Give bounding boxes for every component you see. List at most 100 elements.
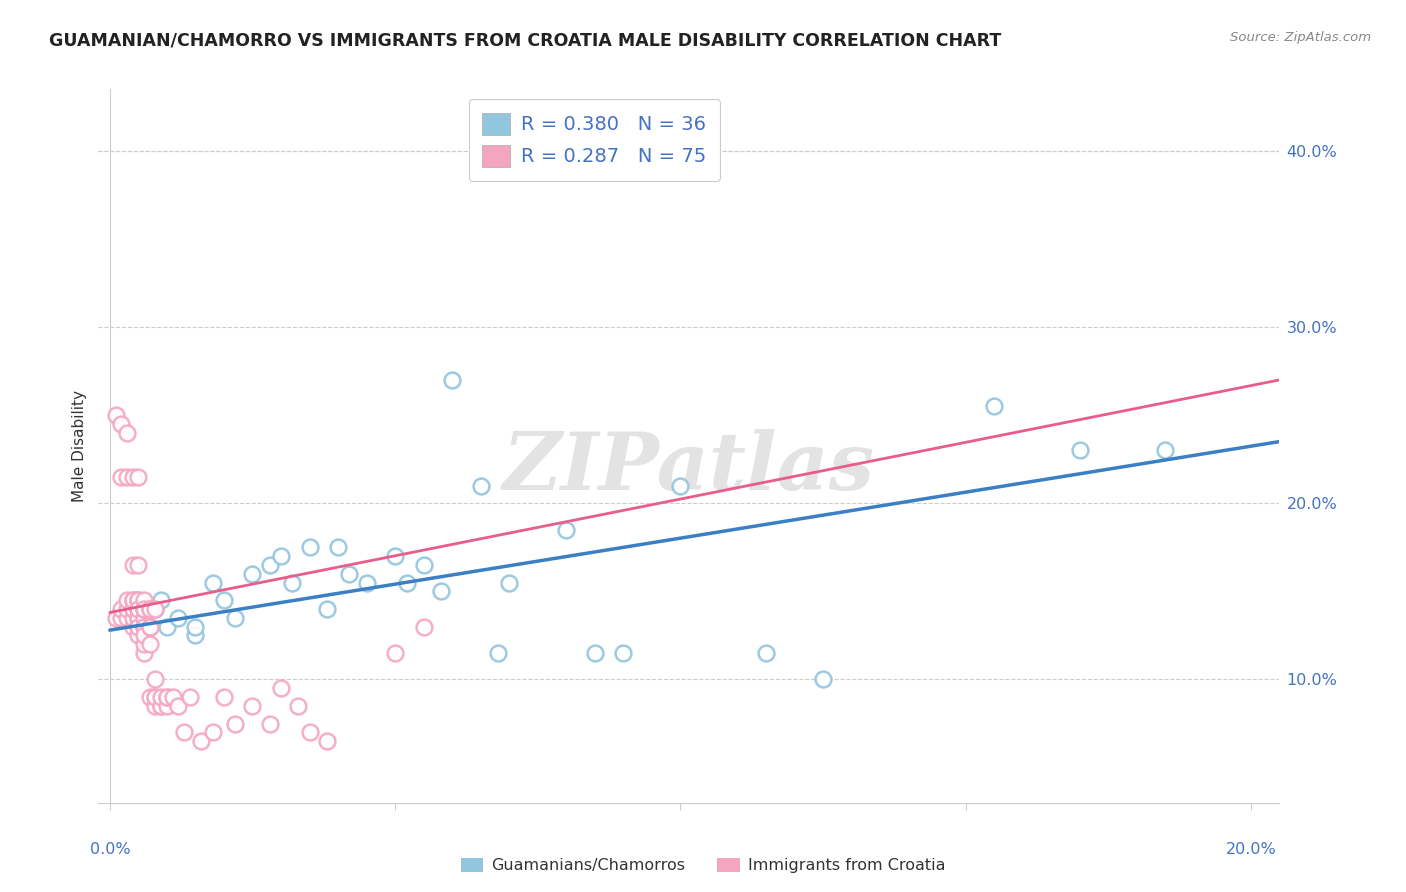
Point xyxy=(270,681,292,696)
Point xyxy=(281,575,304,590)
Point xyxy=(121,611,143,625)
Point xyxy=(184,628,207,642)
Point xyxy=(139,602,162,616)
Point xyxy=(315,734,337,748)
Point xyxy=(127,611,149,625)
Point xyxy=(115,470,138,484)
Point xyxy=(201,575,224,590)
Point xyxy=(441,373,464,387)
Point xyxy=(983,400,1005,414)
Point xyxy=(121,593,143,607)
Point xyxy=(167,698,190,713)
Point xyxy=(127,602,149,616)
Point xyxy=(132,619,155,633)
Point xyxy=(127,602,149,616)
Point xyxy=(132,646,155,660)
Point xyxy=(470,478,492,492)
Point xyxy=(224,611,246,625)
Point xyxy=(755,646,778,660)
Point xyxy=(167,611,190,625)
Text: 20.0%: 20.0% xyxy=(1226,841,1277,856)
Point xyxy=(132,602,155,616)
Point xyxy=(184,619,207,633)
Point xyxy=(412,619,434,633)
Point xyxy=(139,690,162,704)
Point xyxy=(259,716,281,731)
Point xyxy=(139,619,162,633)
Point xyxy=(1154,443,1177,458)
Point xyxy=(127,602,149,616)
Point xyxy=(150,593,173,607)
Point xyxy=(121,602,143,616)
Point xyxy=(132,593,155,607)
Point xyxy=(212,593,235,607)
Point xyxy=(110,417,132,431)
Point xyxy=(110,611,132,625)
Point xyxy=(224,716,246,731)
Point xyxy=(339,566,361,581)
Point xyxy=(127,593,149,607)
Point xyxy=(104,611,127,625)
Point xyxy=(395,575,418,590)
Point xyxy=(110,602,132,616)
Point xyxy=(145,602,167,616)
Point xyxy=(412,558,434,572)
Point xyxy=(127,619,149,633)
Point xyxy=(259,558,281,572)
Point xyxy=(1069,443,1091,458)
Point xyxy=(384,646,406,660)
Point xyxy=(555,523,578,537)
Point xyxy=(121,602,143,616)
Point xyxy=(156,619,179,633)
Point xyxy=(145,690,167,704)
Point xyxy=(190,734,212,748)
Point xyxy=(132,611,155,625)
Point xyxy=(121,470,143,484)
Point xyxy=(145,602,167,616)
Point xyxy=(150,698,173,713)
Point xyxy=(242,566,264,581)
Point xyxy=(498,575,520,590)
Point xyxy=(132,619,155,633)
Point xyxy=(811,673,834,687)
Point xyxy=(326,541,349,555)
Point xyxy=(132,628,155,642)
Point xyxy=(156,698,179,713)
Point xyxy=(127,558,149,572)
Point xyxy=(139,602,162,616)
Point xyxy=(156,690,179,704)
Point xyxy=(115,611,138,625)
Text: ZIPatlas: ZIPatlas xyxy=(503,429,875,506)
Text: 0.0%: 0.0% xyxy=(90,841,131,856)
Point xyxy=(315,602,337,616)
Point xyxy=(270,549,292,563)
Point xyxy=(132,637,155,651)
Point xyxy=(429,584,451,599)
Legend: Guamanians/Chamorros, Immigrants from Croatia: Guamanians/Chamorros, Immigrants from Cr… xyxy=(454,851,952,880)
Point xyxy=(127,470,149,484)
Point xyxy=(132,602,155,616)
Point xyxy=(612,646,634,660)
Point xyxy=(145,690,167,704)
Point xyxy=(115,602,138,616)
Point xyxy=(115,425,138,440)
Point xyxy=(127,628,149,642)
Point xyxy=(121,558,143,572)
Point xyxy=(356,575,378,590)
Text: Source: ZipAtlas.com: Source: ZipAtlas.com xyxy=(1230,31,1371,45)
Point xyxy=(156,690,179,704)
Point xyxy=(145,673,167,687)
Point xyxy=(132,602,155,616)
Point xyxy=(127,593,149,607)
Point xyxy=(179,690,201,704)
Point xyxy=(298,541,321,555)
Point xyxy=(139,619,162,633)
Legend: R = 0.380   N = 36, R = 0.287   N = 75: R = 0.380 N = 36, R = 0.287 N = 75 xyxy=(468,99,720,181)
Point xyxy=(669,478,692,492)
Point xyxy=(583,646,606,660)
Y-axis label: Male Disability: Male Disability xyxy=(72,390,87,502)
Point xyxy=(127,619,149,633)
Point xyxy=(201,725,224,739)
Point xyxy=(110,470,132,484)
Point xyxy=(121,593,143,607)
